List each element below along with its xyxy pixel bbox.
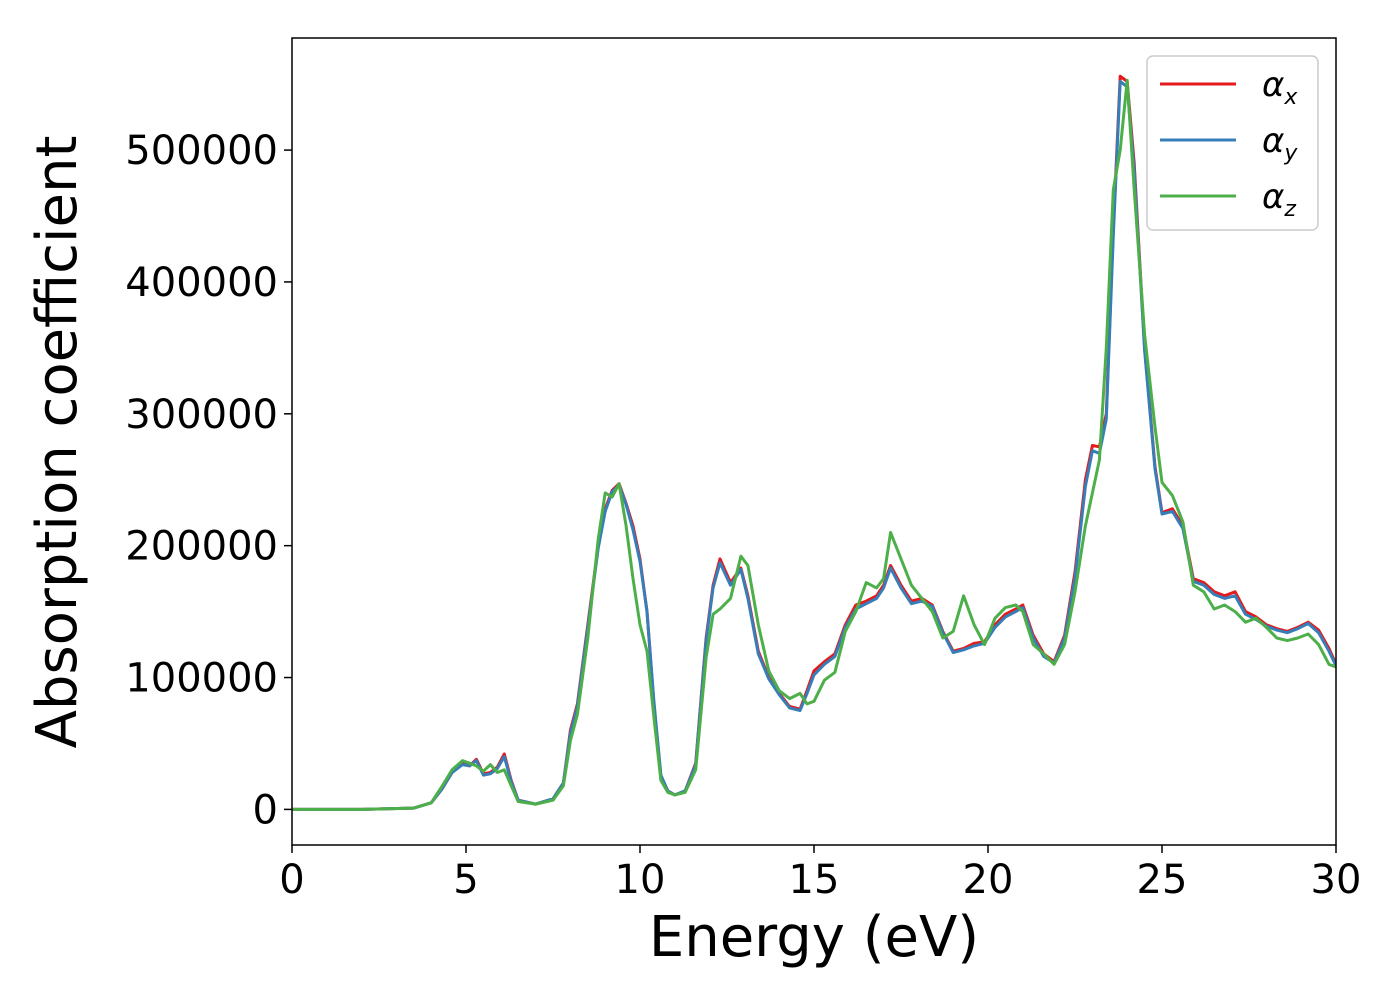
y-tick-label: 0 [253,787,278,833]
legend-label-z: αz [1262,177,1296,222]
x-axis-title: Energy (eV) [649,905,979,970]
legend-label-y: αy [1262,121,1298,166]
y-tick-label: 300000 [125,392,278,438]
y-axis-title: Absorption coefficient [25,136,90,749]
x-tick-label: 15 [789,857,840,903]
y-tick-label: 400000 [125,260,278,306]
x-tick-label: 25 [1137,857,1188,903]
x-tick-label: 0 [279,857,304,903]
legend: αx αy αz [1146,55,1319,231]
y-axis: 0 100000 200000 300000 400000 500000 [125,128,292,833]
x-tick-label: 10 [615,857,666,903]
legend-box [1146,55,1319,231]
y-tick-label: 200000 [125,524,278,570]
x-tick-label: 30 [1311,857,1362,903]
y-tick-label: 100000 [125,656,278,702]
x-tick-label: 20 [963,857,1014,903]
legend-label-x: αx [1262,65,1298,110]
y-tick-label: 500000 [125,128,278,174]
x-tick-label: 5 [453,857,478,903]
series-layer [292,74,1336,811]
series-line-z [292,78,1336,811]
x-axis: 0 5 10 15 20 25 30 [279,845,1361,903]
